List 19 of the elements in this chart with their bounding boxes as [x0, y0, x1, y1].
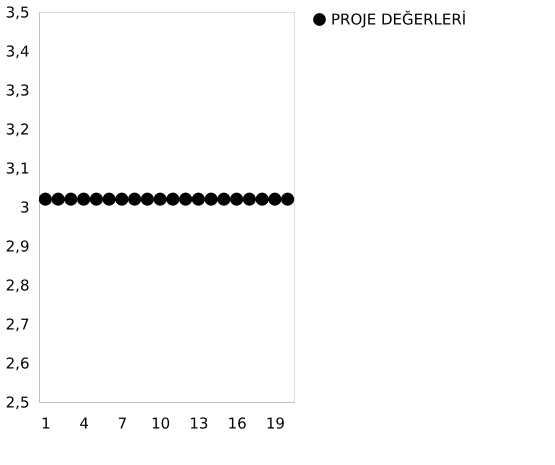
x-tick-label: 13 [189, 414, 208, 432]
x-tick-label: 16 [228, 414, 247, 432]
y-tick-label: 2,7 [6, 316, 30, 334]
y-tick-label: 3,4 [6, 42, 30, 60]
y-tick-label: 3,1 [6, 160, 30, 178]
y-tick-label: 3 [20, 198, 30, 216]
x-tick-label: 10 [151, 414, 170, 432]
y-tick-label: 2,5 [6, 394, 30, 412]
x-tick-label: 19 [266, 414, 285, 432]
y-tick-label: 3,2 [6, 120, 30, 138]
y-tick-label: 2,8 [6, 276, 30, 294]
legend-label: PROJE DEĞERLERİ [331, 10, 466, 28]
x-tick-label: 7 [118, 414, 128, 432]
x-tick-label: 4 [79, 414, 89, 432]
y-tick-label: 2,6 [6, 354, 30, 372]
x-tick-label: 1 [41, 414, 51, 432]
y-tick-label: 3,5 [6, 4, 30, 22]
y-tick-label: 2,9 [6, 238, 30, 256]
y-tick-label: 3,3 [6, 82, 30, 100]
